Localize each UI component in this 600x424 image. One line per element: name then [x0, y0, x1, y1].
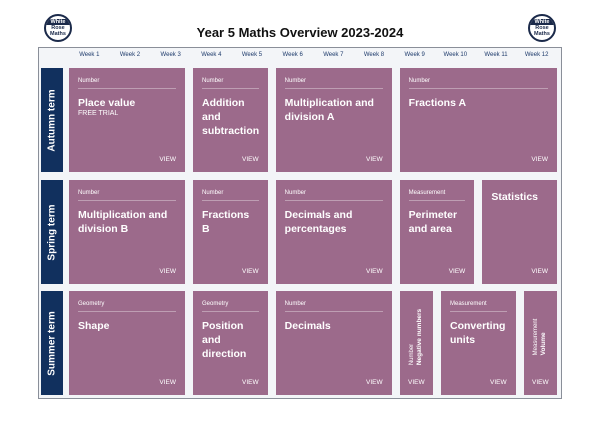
- card-title: Converting units: [449, 320, 506, 346]
- view-link[interactable]: VIEW: [242, 268, 259, 275]
- term-label: Summer term: [41, 291, 63, 395]
- week-label: Week 9: [404, 52, 425, 58]
- topic-card[interactable]: Number Place value FREE TRIAL VIEW: [69, 68, 185, 172]
- view-link[interactable]: VIEW: [366, 379, 383, 386]
- card-title: Place value: [78, 97, 136, 109]
- card-category: Number: [78, 78, 176, 89]
- view-link[interactable]: VIEW: [531, 268, 548, 275]
- week-label: Week 11: [484, 52, 508, 58]
- week-label: Week 10: [443, 52, 468, 58]
- topic-card[interactable]: Geometry Shape VIEW: [69, 291, 185, 395]
- view-link[interactable]: VIEW: [159, 268, 176, 275]
- topic-card[interactable]: Number Multiplication and division B VIEW: [69, 180, 185, 284]
- view-link[interactable]: VIEW: [366, 268, 383, 275]
- topic-card[interactable]: Number Multiplication and division A VIEW: [275, 68, 392, 172]
- week-label: Week 5: [241, 52, 263, 58]
- topic-card[interactable]: Number Decimals and percentages VIEW: [275, 180, 392, 284]
- card-title: Decimals and percentages: [284, 209, 353, 235]
- card-title: Perimeter and area: [408, 209, 458, 235]
- term-label: Spring term: [41, 180, 63, 284]
- week-label: Week 1: [79, 52, 100, 58]
- card-title: Volume: [540, 332, 548, 356]
- term-label-text: Summer term: [46, 310, 58, 376]
- topic-card[interactable]: Number Addition and subtraction VIEW: [193, 68, 268, 172]
- week-label: Week 3: [160, 52, 181, 58]
- logo-right: White Rose Maths: [528, 14, 556, 42]
- card-title: Multiplication and division A: [284, 97, 374, 123]
- card-category: Number: [202, 190, 259, 201]
- topic-card[interactable]: Geometry Position and direction VIEW: [193, 291, 268, 395]
- overview-grid: Week 1 Week 2 Week 3 Week 4 Week 5 Week 6 Week…: [38, 47, 562, 399]
- card-category: Number: [284, 301, 383, 312]
- term-row: Number Place value FREE TRIAL VIEW Number Add…: [69, 68, 557, 172]
- week-label: Week 2: [119, 52, 141, 58]
- view-link[interactable]: VIEW: [448, 268, 466, 275]
- card-category: Measurement: [449, 301, 507, 312]
- view-link[interactable]: VIEW: [490, 379, 507, 386]
- topic-card[interactable]: Statistics VIEW: [482, 180, 557, 284]
- topic-card[interactable]: Number Fractions B VIEW: [193, 180, 268, 284]
- topic-card[interactable]: Measurement Perimeter and area VIEW: [399, 180, 475, 284]
- week-label: Week 7: [323, 52, 344, 58]
- card-category: Measurement: [408, 190, 466, 201]
- logo-left: White Rose Maths: [44, 14, 72, 42]
- week-label: Week 4: [201, 52, 222, 58]
- term-label: Autumn term: [41, 68, 63, 172]
- view-link[interactable]: VIEW: [366, 156, 383, 163]
- card-category: Geometry: [202, 301, 259, 312]
- card-category: Number: [284, 190, 383, 201]
- week-label: Week 8: [363, 52, 385, 58]
- term-label-text: Autumn term: [46, 88, 58, 152]
- view-link[interactable]: VIEW: [242, 379, 259, 386]
- card-title: Fractions A: [408, 97, 467, 109]
- topic-card[interactable]: Number Fractions A VIEW: [399, 68, 557, 172]
- card-category: Number: [202, 78, 259, 89]
- card-category: Number: [78, 190, 176, 201]
- term-row: Geometry Shape VIEW Geometry Position and di…: [69, 291, 557, 395]
- card-title: Position and direction: [202, 320, 247, 360]
- view-link[interactable]: VIEW: [532, 379, 549, 386]
- view-link[interactable]: VIEW: [159, 156, 176, 163]
- view-link[interactable]: VIEW: [242, 156, 259, 163]
- card-category: Geometry: [78, 301, 176, 312]
- card-title: Shape: [78, 320, 110, 332]
- card-title: Fractions B: [202, 209, 250, 235]
- card-title: Statistics: [491, 191, 539, 203]
- vertical-label: Number Negative numbers: [408, 309, 424, 365]
- card-title: Decimals: [284, 320, 331, 332]
- topic-card[interactable]: Number Negative numbers VIEW: [399, 291, 433, 395]
- week-header: Week 1 Week 2 Week 3 Week 4 Week 5 Week 6 Week…: [69, 52, 557, 58]
- view-link[interactable]: VIEW: [408, 379, 425, 386]
- card-title: Negative numbers: [416, 308, 424, 366]
- topic-card[interactable]: Measurement Volume VIEW: [523, 291, 557, 395]
- topic-card[interactable]: Number Decimals VIEW: [275, 291, 392, 395]
- topic-card[interactable]: Measurement Converting units VIEW: [440, 291, 516, 395]
- vertical-label: Measurement Volume: [532, 319, 548, 356]
- card-category: Number: [408, 78, 548, 89]
- term-row: Number Multiplication and division B VIEW N…: [69, 180, 557, 284]
- card-subtitle: FREE TRIAL: [78, 110, 119, 117]
- view-link[interactable]: VIEW: [531, 156, 548, 163]
- card-category: Number: [284, 78, 383, 89]
- week-label: Week 6: [282, 52, 303, 58]
- week-label: Week 12: [524, 52, 549, 58]
- page-title: Year 5 Maths Overview 2023-2024: [196, 25, 404, 40]
- card-title: Multiplication and division B: [78, 209, 168, 235]
- view-link[interactable]: VIEW: [159, 379, 176, 386]
- card-title: Addition and subtraction: [202, 97, 260, 137]
- term-label-text: Spring term: [46, 203, 58, 261]
